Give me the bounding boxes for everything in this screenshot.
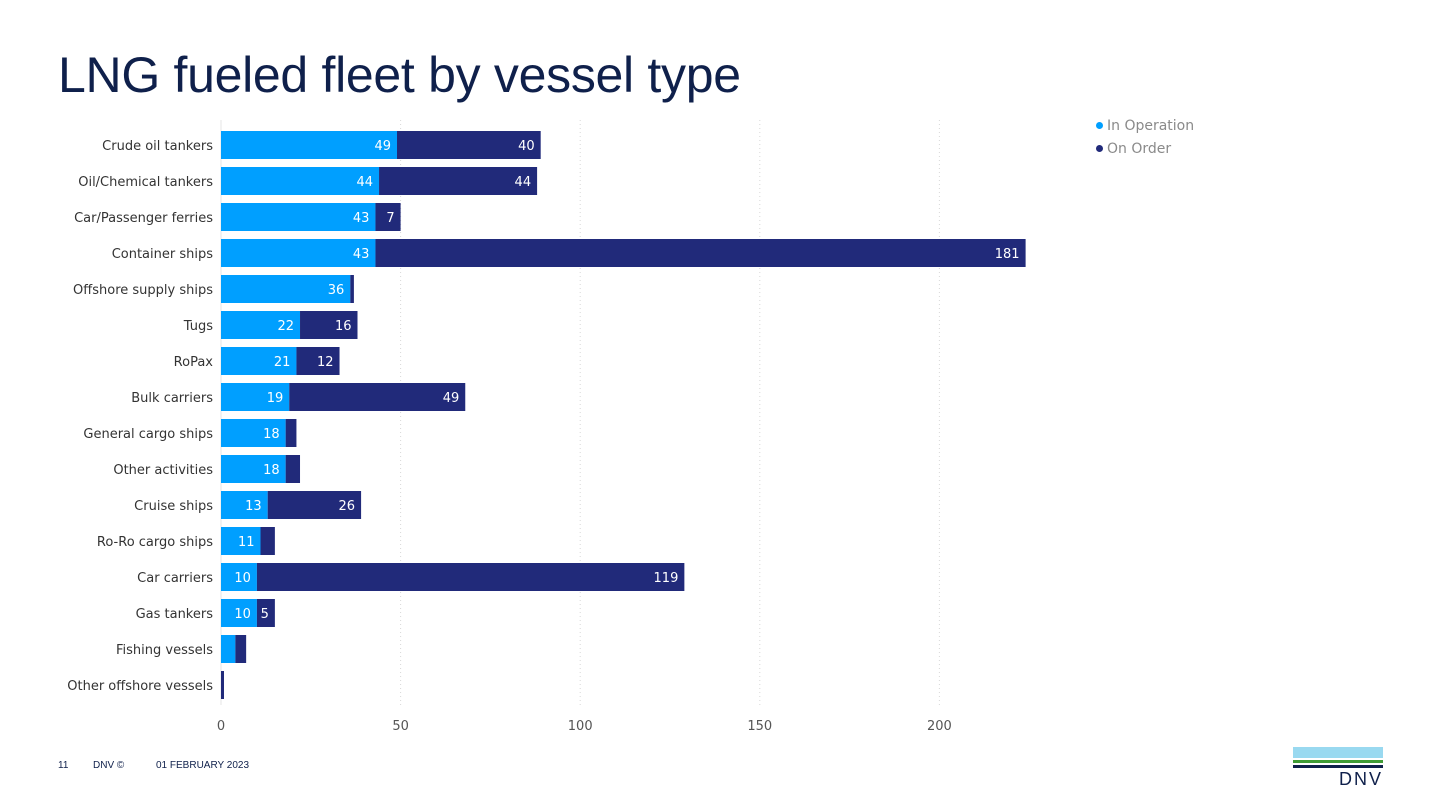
data-label-in-operation: 22 bbox=[277, 319, 294, 334]
category-label: Bulk carriers bbox=[131, 391, 213, 406]
category-label: Crude oil tankers bbox=[102, 139, 213, 154]
x-tick-label: 0 bbox=[217, 719, 225, 734]
data-label-on-order: 26 bbox=[339, 499, 356, 514]
data-label-on-order: 7 bbox=[386, 211, 394, 226]
category-label: Cruise ships bbox=[134, 499, 213, 514]
data-label-on-order: 16 bbox=[335, 319, 352, 334]
bar-in-operation[interactable] bbox=[221, 275, 351, 303]
footer: 11 DNV © 01 FEBRUARY 2023 bbox=[58, 760, 249, 771]
x-tick-label: 200 bbox=[927, 719, 952, 734]
bar-on-order[interactable] bbox=[235, 635, 247, 663]
logo-bar-green bbox=[1293, 760, 1383, 763]
bar-on-order[interactable] bbox=[375, 203, 401, 231]
legend-item-in-operation[interactable]: In Operation bbox=[1096, 114, 1194, 137]
category-label: Container ships bbox=[112, 247, 214, 262]
data-label-on-order: 44 bbox=[515, 175, 532, 190]
category-label: Tugs bbox=[183, 319, 213, 334]
bar-in-operation[interactable] bbox=[221, 347, 297, 375]
data-label-in-operation: 21 bbox=[274, 355, 291, 370]
logo-bar-dark bbox=[1293, 765, 1383, 768]
bar-on-order[interactable] bbox=[256, 599, 275, 627]
bar-on-order[interactable] bbox=[397, 131, 541, 159]
category-label: Gas tankers bbox=[136, 607, 214, 622]
bar-in-operation[interactable] bbox=[221, 131, 398, 159]
legend-swatch-on-order bbox=[1096, 145, 1103, 152]
bar-in-operation[interactable] bbox=[221, 491, 268, 519]
data-label-in-operation: 44 bbox=[357, 175, 374, 190]
category-label: Ro-Ro cargo ships bbox=[97, 535, 213, 550]
category-label: Other offshore vessels bbox=[67, 679, 213, 694]
data-label-in-operation: 10 bbox=[234, 571, 251, 586]
bar-on-order[interactable] bbox=[221, 671, 224, 699]
category-label: Car carriers bbox=[137, 571, 213, 586]
category-label: General cargo ships bbox=[83, 427, 213, 442]
bar-in-operation[interactable] bbox=[221, 527, 261, 555]
bar-on-order[interactable] bbox=[267, 491, 362, 519]
dnv-logo: DNV bbox=[1293, 747, 1383, 789]
bar-in-operation[interactable] bbox=[221, 563, 257, 591]
bar-on-order[interactable] bbox=[300, 311, 358, 339]
data-label-on-order: 119 bbox=[654, 571, 679, 586]
data-label-in-operation: 18 bbox=[263, 463, 280, 478]
category-label: Offshore supply ships bbox=[73, 283, 213, 298]
legend-swatch-in-operation bbox=[1096, 122, 1103, 129]
data-label-on-order: 12 bbox=[317, 355, 334, 370]
bar-on-order[interactable] bbox=[285, 455, 301, 483]
data-label-in-operation: 49 bbox=[374, 139, 391, 154]
category-label: Car/Passenger ferries bbox=[74, 211, 213, 226]
bar-in-operation[interactable] bbox=[221, 203, 376, 231]
legend: In Operation On Order bbox=[1096, 114, 1194, 160]
bar-on-order[interactable] bbox=[285, 419, 297, 447]
data-label-on-order: 40 bbox=[518, 139, 535, 154]
bar-on-order[interactable] bbox=[289, 383, 466, 411]
data-label-in-operation: 13 bbox=[245, 499, 262, 514]
bar-on-order[interactable] bbox=[256, 563, 685, 591]
category-labels: Crude oil tankers Oil/Chemical tankers Car… bbox=[67, 139, 213, 694]
copyright: DNV © bbox=[93, 760, 125, 771]
data-label-in-operation: 18 bbox=[263, 427, 280, 442]
category-label: Oil/Chemical tankers bbox=[78, 175, 213, 190]
bar-in-operation[interactable] bbox=[221, 167, 380, 195]
bar-in-operation[interactable] bbox=[221, 239, 376, 267]
data-label-in-operation: 10 bbox=[234, 607, 251, 622]
category-label: RoPax bbox=[174, 355, 214, 370]
bar-in-operation[interactable] bbox=[221, 311, 301, 339]
page-number: 11 bbox=[58, 760, 69, 771]
bar-in-operation[interactable] bbox=[221, 455, 286, 483]
x-tick-label: 150 bbox=[747, 719, 772, 734]
bar-on-order[interactable] bbox=[296, 347, 340, 375]
x-tick-label: 50 bbox=[392, 719, 409, 734]
data-label-in-operation: 43 bbox=[353, 247, 370, 262]
data-label-on-order: 49 bbox=[443, 391, 460, 406]
data-label-in-operation: 11 bbox=[238, 535, 255, 550]
legend-label-in-operation: In Operation bbox=[1107, 117, 1195, 134]
data-label-on-order: 181 bbox=[995, 247, 1020, 262]
bar-on-order[interactable] bbox=[375, 239, 1026, 267]
bar-in-operation[interactable] bbox=[221, 383, 290, 411]
bar-on-order[interactable] bbox=[350, 275, 354, 303]
legend-label-on-order: On Order bbox=[1107, 140, 1172, 157]
bar-in-operation[interactable] bbox=[221, 599, 257, 627]
bar-in-operation[interactable] bbox=[221, 635, 236, 663]
x-axis-ticks: 0 50 100 150 200 bbox=[217, 719, 952, 734]
data-label-on-order: 5 bbox=[261, 607, 269, 622]
category-label: Other activities bbox=[113, 463, 213, 478]
footer-date: 01 FEBRUARY 2023 bbox=[156, 760, 250, 771]
data-label-in-operation: 43 bbox=[353, 211, 370, 226]
logo-bar-light bbox=[1293, 747, 1383, 758]
bar-on-order[interactable] bbox=[260, 527, 275, 555]
chart-bars: 49 40 44 44 43 7 43 181 36 22 16 21 12 19 49 18 18 13 26 11… bbox=[221, 131, 1026, 699]
data-label-in-operation: 36 bbox=[328, 283, 345, 298]
data-label-in-operation: 19 bbox=[267, 391, 284, 406]
bar-on-order[interactable] bbox=[379, 167, 538, 195]
logo-text: DNV bbox=[1338, 769, 1383, 789]
legend-item-on-order[interactable]: On Order bbox=[1096, 137, 1194, 160]
category-label: Fishing vessels bbox=[116, 643, 213, 658]
x-tick-label: 100 bbox=[568, 719, 593, 734]
bar-in-operation[interactable] bbox=[221, 419, 286, 447]
page-title: LNG fueled fleet by vessel type bbox=[58, 47, 741, 103]
